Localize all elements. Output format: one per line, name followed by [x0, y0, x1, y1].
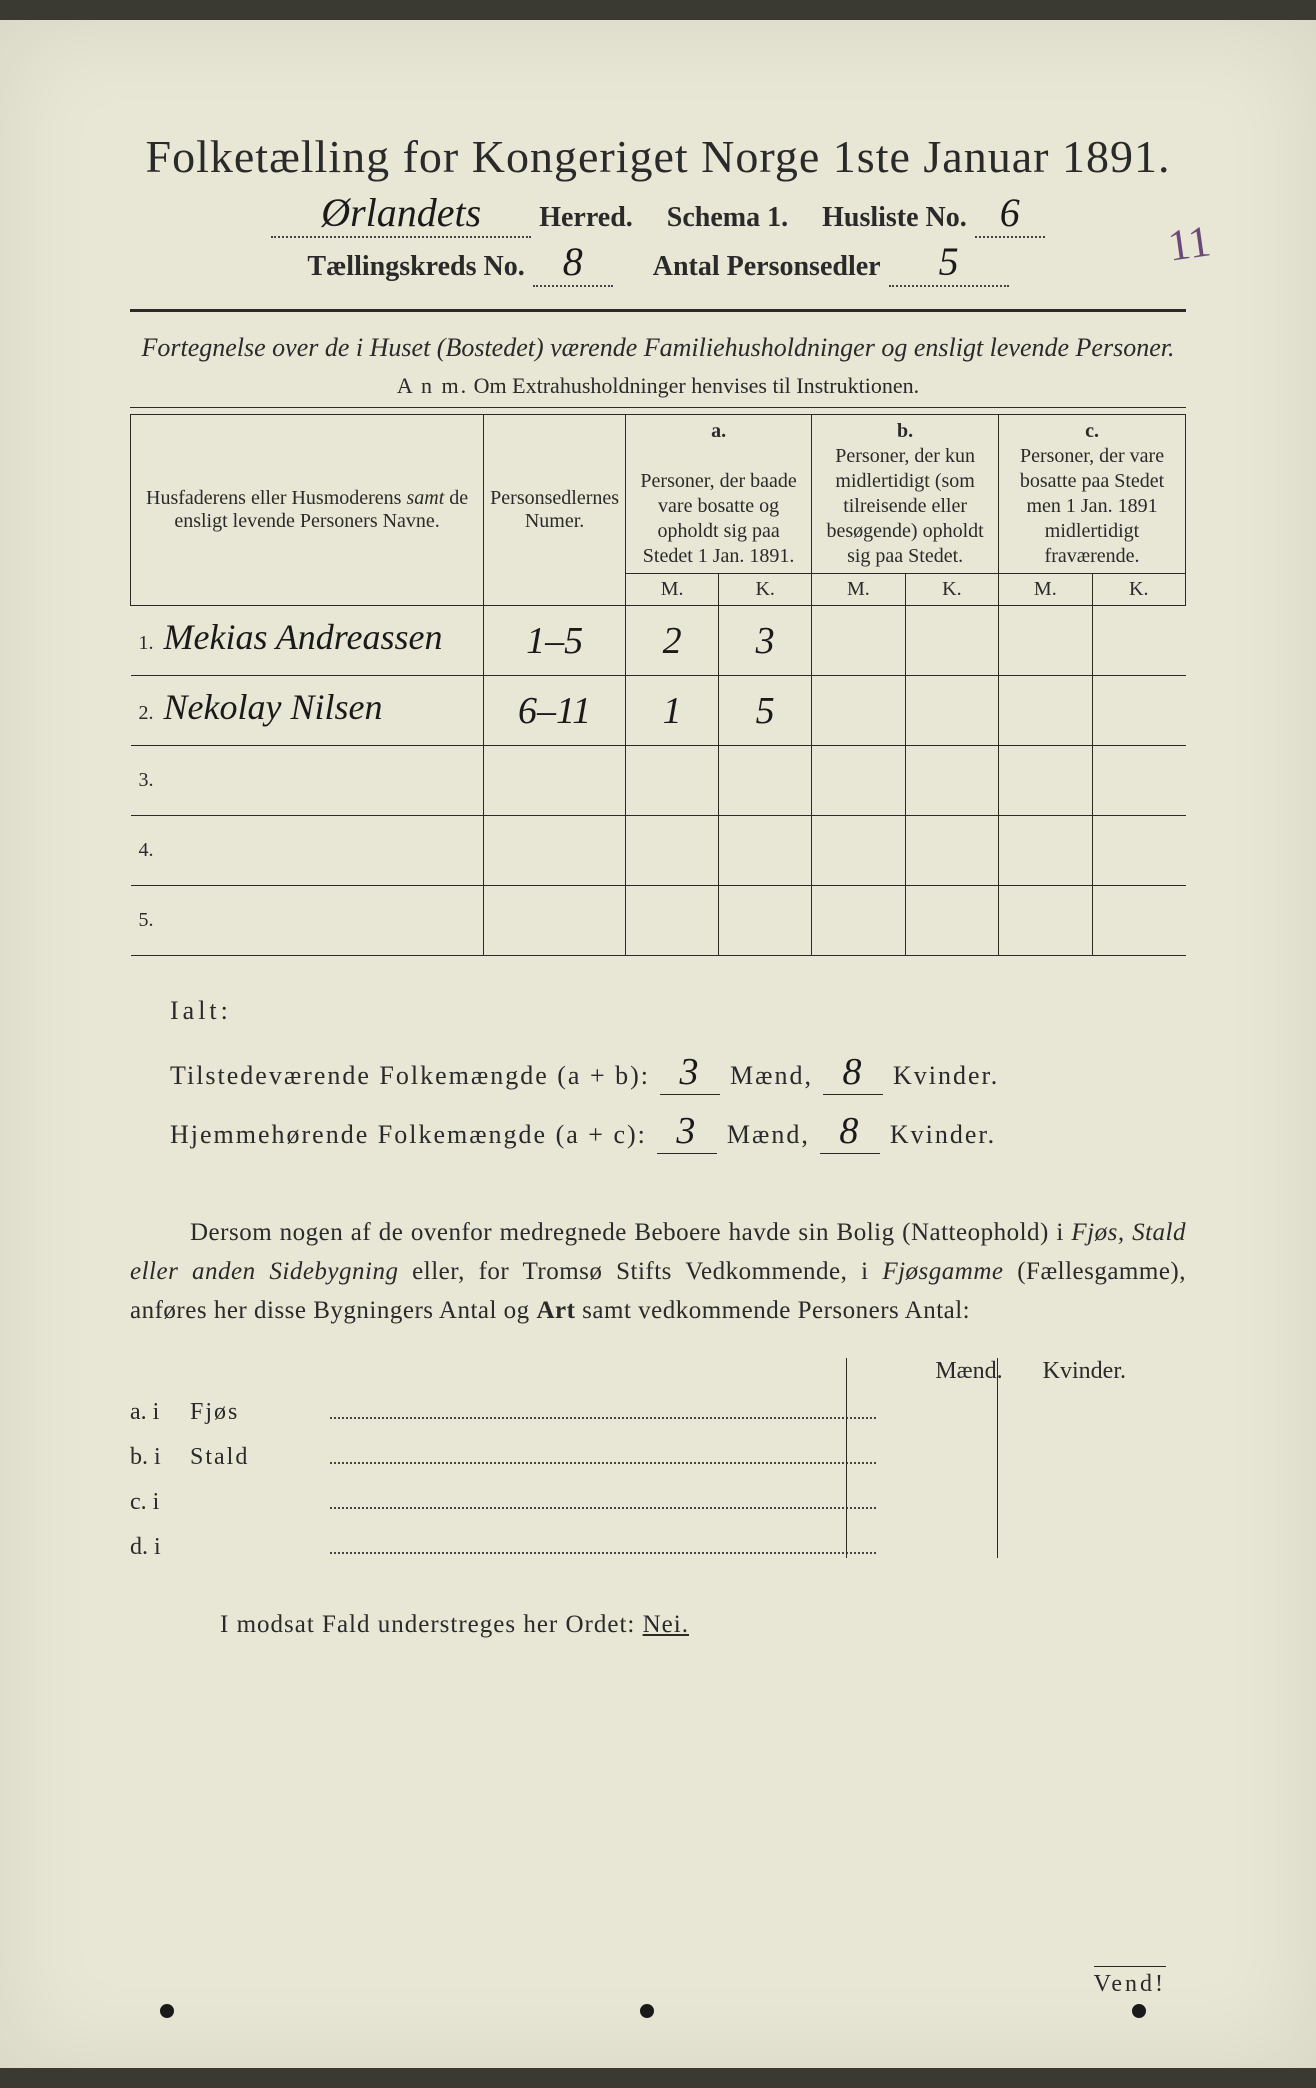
maend-label-2: Mænd,: [727, 1120, 810, 1150]
herred-field: Ørlandets: [271, 201, 531, 238]
main-table: Husfaderens eller Husmoderens samt de en…: [130, 414, 1186, 956]
totals-l2-label: Hjemmehørende Folkemængde (a + c):: [170, 1120, 647, 1150]
table-row: 4.: [131, 816, 1186, 886]
herred-label: Herred.: [539, 202, 633, 234]
page-title: Folketælling for Kongeriget Norge 1ste J…: [130, 130, 1186, 183]
antal-correction: 11: [1164, 215, 1213, 271]
th-c-top: c. Personer, der vare bosatte paa Stedet…: [999, 415, 1186, 574]
hole-right: [1132, 2004, 1146, 2018]
header-line-2: Tællingskreds No. 8 Antal Personsedler 5: [130, 250, 1186, 287]
hole-left: [160, 2004, 174, 2018]
th-c-m: M.: [999, 574, 1093, 606]
antal-field: 5: [889, 250, 1009, 287]
kreds-label: Tællingskreds No.: [307, 251, 524, 283]
table-row: 3.: [131, 746, 1186, 816]
nei-word: Nei.: [643, 1611, 689, 1638]
husliste-value: 6: [1000, 190, 1020, 235]
kreds-value: 8: [563, 239, 583, 284]
husliste-label: Husliste No.: [822, 202, 967, 234]
totals-line-1: Tilstedeværende Folkemængde (a + b): 3 M…: [170, 1050, 1186, 1095]
bygninger-block: Mænd. Kvinder. a. iFjøsb. iStaldc. id. i: [130, 1358, 1186, 1561]
subtitle: Fortegnelse over de i Huset (Bostedet) v…: [130, 330, 1186, 365]
hole-mid: [640, 2004, 654, 2018]
th-b-k: K.: [905, 574, 998, 606]
th-a-m: M.: [626, 574, 719, 606]
table-body: 1. Mekias Andreassen1–5232. Nekolay Nils…: [131, 606, 1186, 956]
th-names: Husfaderens eller Husmoderens samt de en…: [131, 415, 484, 606]
totals-l2-m: 3: [657, 1109, 717, 1154]
table-row: 2. Nekolay Nilsen6–1115: [131, 676, 1186, 746]
table-row: 1. Mekias Andreassen1–523: [131, 606, 1186, 676]
totals-l1-k: 8: [823, 1050, 883, 1095]
totals-line-2: Hjemmehørende Folkemængde (a + c): 3 Mæn…: [170, 1109, 1186, 1154]
th-b-top: b. Personer, der kun midlertidigt (som t…: [812, 415, 999, 574]
th-a-top: a. Personer, der baade vare bosatte og o…: [626, 415, 812, 574]
anm-note: A n m. Anm. Om Extrahusholdninger henvis…: [130, 373, 1186, 399]
header-line-1: Ørlandets Herred. Schema 1. Husliste No.…: [130, 201, 1186, 238]
ialt-label: Ialt:: [170, 996, 1186, 1026]
herred-value: Ørlandets: [321, 190, 481, 235]
th-num: Personsedlernes Numer.: [484, 415, 626, 606]
totals-l1-m: 3: [660, 1050, 720, 1095]
divider-2: [130, 407, 1186, 408]
divider-1: [130, 309, 1186, 312]
kvinder-label: Kvinder.: [893, 1061, 999, 1091]
kreds-field: 8: [533, 250, 613, 287]
th-c-k: K.: [1092, 574, 1185, 606]
bygn-grid: [846, 1358, 1146, 1558]
census-form-page: Folketælling for Kongeriget Norge 1ste J…: [0, 20, 1316, 2068]
kvinder-label-2: Kvinder.: [890, 1120, 996, 1150]
totals-block: Ialt: Tilstedeværende Folkemængde (a + b…: [130, 996, 1186, 1154]
maend-label: Mænd,: [730, 1061, 813, 1091]
antal-label: Antal Personsedler: [653, 251, 881, 283]
antal-value: 5: [939, 239, 959, 284]
totals-l2-k: 8: [820, 1109, 880, 1154]
th-a-k: K.: [719, 574, 812, 606]
vend-label: Vend!: [1094, 1966, 1166, 1998]
schema-label: Schema 1.: [667, 202, 788, 234]
bolig-paragraph: Dersom nogen af de ovenfor medregnede Be…: [130, 1214, 1186, 1330]
husliste-field: 6: [975, 201, 1045, 238]
table-row: 5.: [131, 886, 1186, 956]
totals-l1-label: Tilstedeværende Folkemængde (a + b):: [170, 1061, 650, 1091]
th-b-m: M.: [812, 574, 906, 606]
modsat-line: I modsat Fald understreges her Ordet: Ne…: [130, 1611, 1186, 1639]
